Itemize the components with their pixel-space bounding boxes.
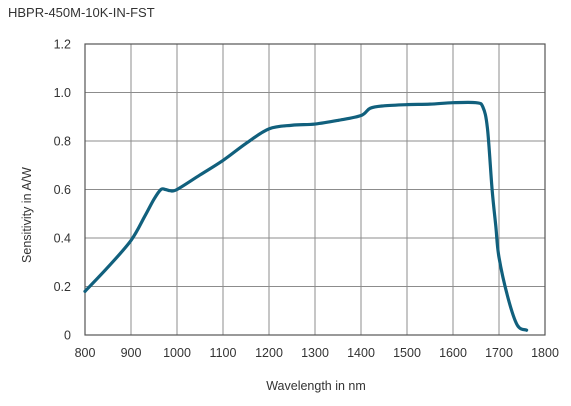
- y-tick-label: 1.2: [54, 38, 71, 52]
- y-tick-label: 0.6: [54, 183, 71, 197]
- x-tick-label: 1600: [439, 346, 467, 360]
- x-tick-label: 900: [121, 346, 142, 360]
- x-tick-label: 1500: [393, 346, 421, 360]
- x-tick-label: 1800: [531, 346, 559, 360]
- x-tick-label: 1300: [301, 346, 329, 360]
- chart-title: HBPR-450M-10K-IN-FST: [8, 5, 155, 20]
- sensitivity-curve: [83, 100, 529, 332]
- y-tick-label: 0.8: [54, 135, 71, 149]
- plot-frame: [84, 43, 546, 336]
- y-tick-labels: 0 0.2 0.4 0.6 0.8 1.0 1.2: [54, 38, 71, 343]
- x-tick-label: 1700: [485, 346, 513, 360]
- grid: [85, 44, 545, 335]
- y-axis-label: Sensitivity in A/W: [20, 167, 34, 263]
- x-tick-label: 800: [75, 346, 96, 360]
- y-tick-label: 0: [64, 329, 71, 343]
- x-tick-labels: 800 900 1000 1100 1200 1300 1400 1500 1600 1700 18…: [75, 346, 559, 360]
- x-axis-label: Wavelength in nm: [266, 379, 366, 393]
- x-tick-label: 1100: [210, 346, 237, 360]
- y-tick-label: 1.0: [54, 86, 71, 100]
- y-tick-label: 0.4: [54, 232, 71, 246]
- x-tick-label: 1400: [347, 346, 375, 360]
- y-tick-label: 0.2: [54, 280, 71, 294]
- series-layer: [83, 100, 529, 332]
- x-tick-label: 1200: [255, 346, 283, 360]
- x-tick-label: 1000: [163, 346, 191, 360]
